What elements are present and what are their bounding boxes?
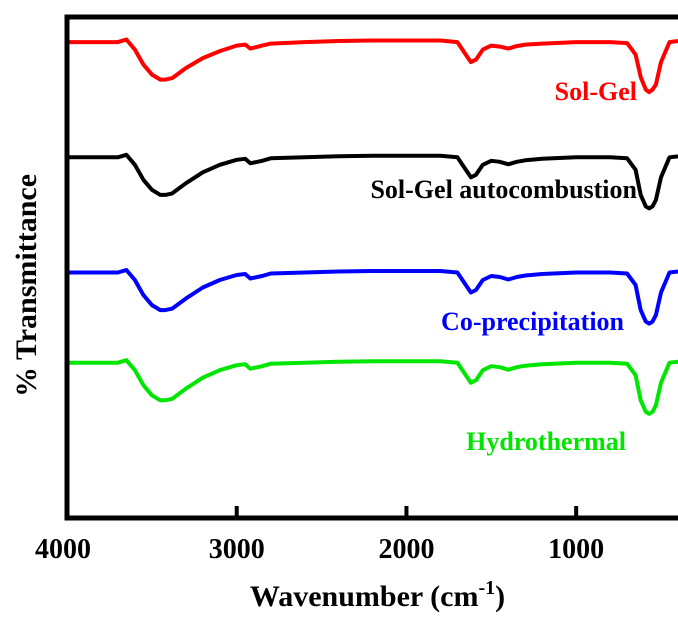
series-label-layer: Sol-Gel Sol-Gel autocombustion Co-precipit… [370,77,637,456]
x-tick-label-1000: 1000 [548,534,604,565]
x-tick-label-4000: 4000 [35,534,91,565]
series-label-co-precipitation: Co-precipitation [441,307,624,336]
x-tick-label-2000: 2000 [378,534,434,565]
x-axis-title-close: ) [495,580,505,613]
x-axis-title-superscript: -1 [478,577,495,599]
y-axis-title: % Transmittance [10,174,43,397]
plot-frame [64,14,678,521]
series-line-co-precipitation [67,268,678,326]
x-axis-title: Wavenumber (cm-1) [250,577,505,613]
series-layer [67,37,678,416]
series-label-sol-gel-autocombustion: Sol-Gel autocombustion [370,175,637,204]
series-line-hydrothermal [67,358,678,416]
series-line-sol-gel-autocombustion [67,152,678,211]
x-tick-label-3000: 3000 [209,534,265,565]
series-label-hydrothermal: Hydrothermal [466,427,626,456]
x-tick-layer: 4000 3000 2000 1000 [35,506,604,565]
series-line-sol-gel [67,37,678,95]
x-axis-title-main: Wavenumber (cm [250,580,479,613]
series-label-sol-gel: Sol-Gel [555,77,637,106]
